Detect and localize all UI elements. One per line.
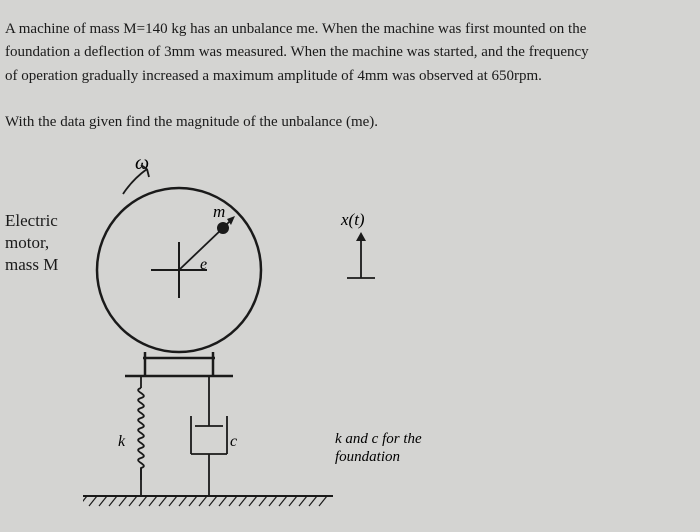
problem-line-3: of operation gradually increased a maxim… — [5, 68, 542, 84]
kc-caption: k and c for the foundation — [335, 430, 422, 466]
mass-dot — [217, 222, 229, 234]
diagram-area: Electric motor, mass M ω m e x(t) k c k … — [5, 148, 685, 518]
ground-hatch — [83, 496, 327, 506]
kc-l2: foundation — [335, 449, 400, 465]
omega-arc — [123, 169, 147, 194]
problem-line-4: With the data given find the magnitude o… — [5, 114, 378, 130]
diagram-svg — [83, 144, 343, 514]
xt-label: x(t) — [341, 210, 365, 230]
e-line — [179, 228, 223, 270]
motor-label: Electric motor, mass M — [5, 210, 58, 276]
problem-line-2: foundation a deflection of 3mm was measu… — [5, 44, 589, 60]
spring-coils — [138, 388, 144, 480]
problem-line-1: A machine of mass M=140 kg has an unbala… — [5, 21, 586, 37]
motor-label-l3: mass M — [5, 255, 58, 274]
problem-statement: A machine of mass M=140 kg has an unbala… — [5, 18, 692, 134]
motor-label-l2: motor, — [5, 233, 49, 252]
kc-l1: k and c for the — [335, 431, 422, 447]
xt-arrow-svg — [345, 228, 385, 288]
motor-label-l1: Electric — [5, 211, 58, 230]
